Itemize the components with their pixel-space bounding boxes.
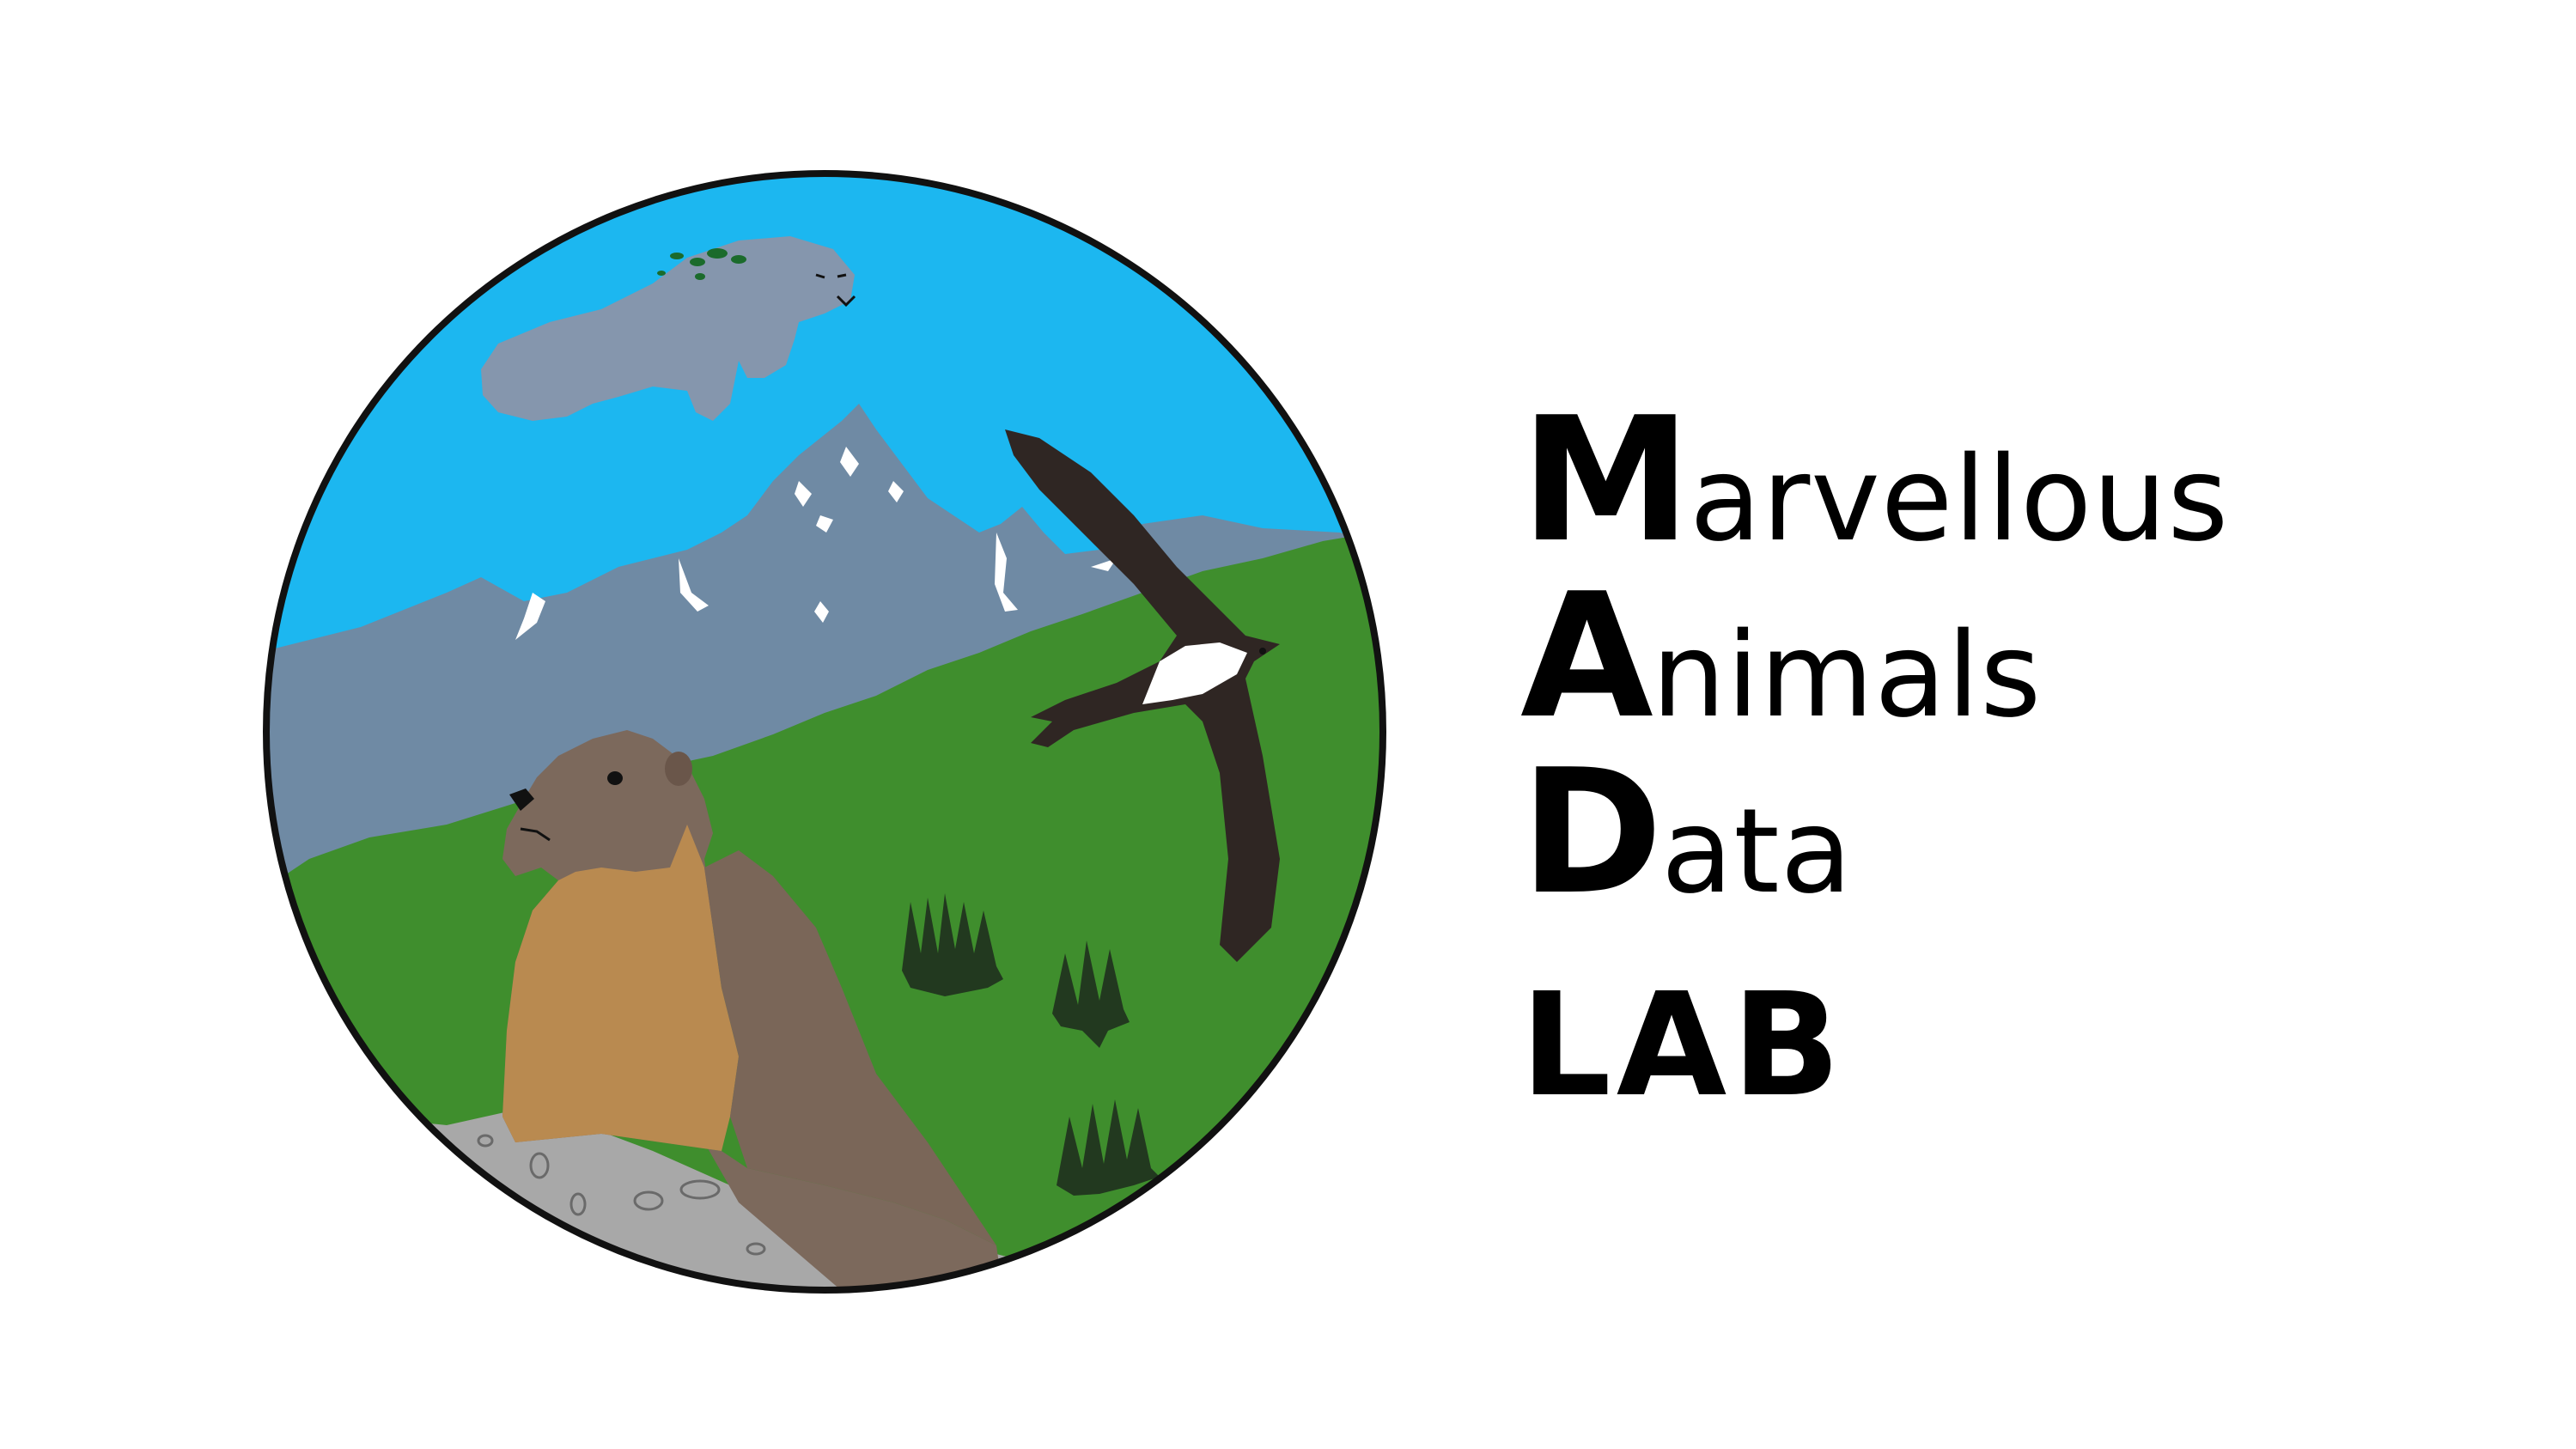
marmot-nose: [509, 788, 534, 811]
marmot-belly: [502, 825, 739, 1151]
marmot-back: [704, 850, 996, 1245]
wordmark-line-animals: Animals: [1520, 571, 2042, 752]
wordmark-rest-animals: nimals: [1651, 608, 2043, 744]
wordmark-initial-a: A: [1520, 557, 1653, 757]
logo-circle-border: [263, 170, 1386, 1294]
wordmark-rest-marvellous: arvellous: [1690, 432, 2230, 568]
wordmark-rest-data: ata: [1661, 784, 1854, 920]
marmot-ear: [665, 752, 692, 786]
manatee: [481, 236, 856, 421]
swift-bird: [1005, 429, 1280, 962]
wordmark-initial-m: M: [1520, 381, 1691, 581]
rock-pebbles: [477, 1134, 859, 1256]
marmot-mouth: [520, 827, 551, 842]
wordmark-lab: LAB: [1520, 963, 1846, 1129]
tree-clusters: [902, 893, 1160, 1196]
wordmark-initial-d: D: [1520, 733, 1663, 933]
logo-wordmark: Marvellous Animals Data LAB: [1520, 361, 2465, 1220]
wordmark-line-marvellous: Marvellous: [1520, 395, 2229, 575]
marmot-eye: [607, 771, 623, 785]
wordmark-line-data: Data: [1520, 747, 1853, 928]
snow-patches: [515, 447, 1117, 640]
